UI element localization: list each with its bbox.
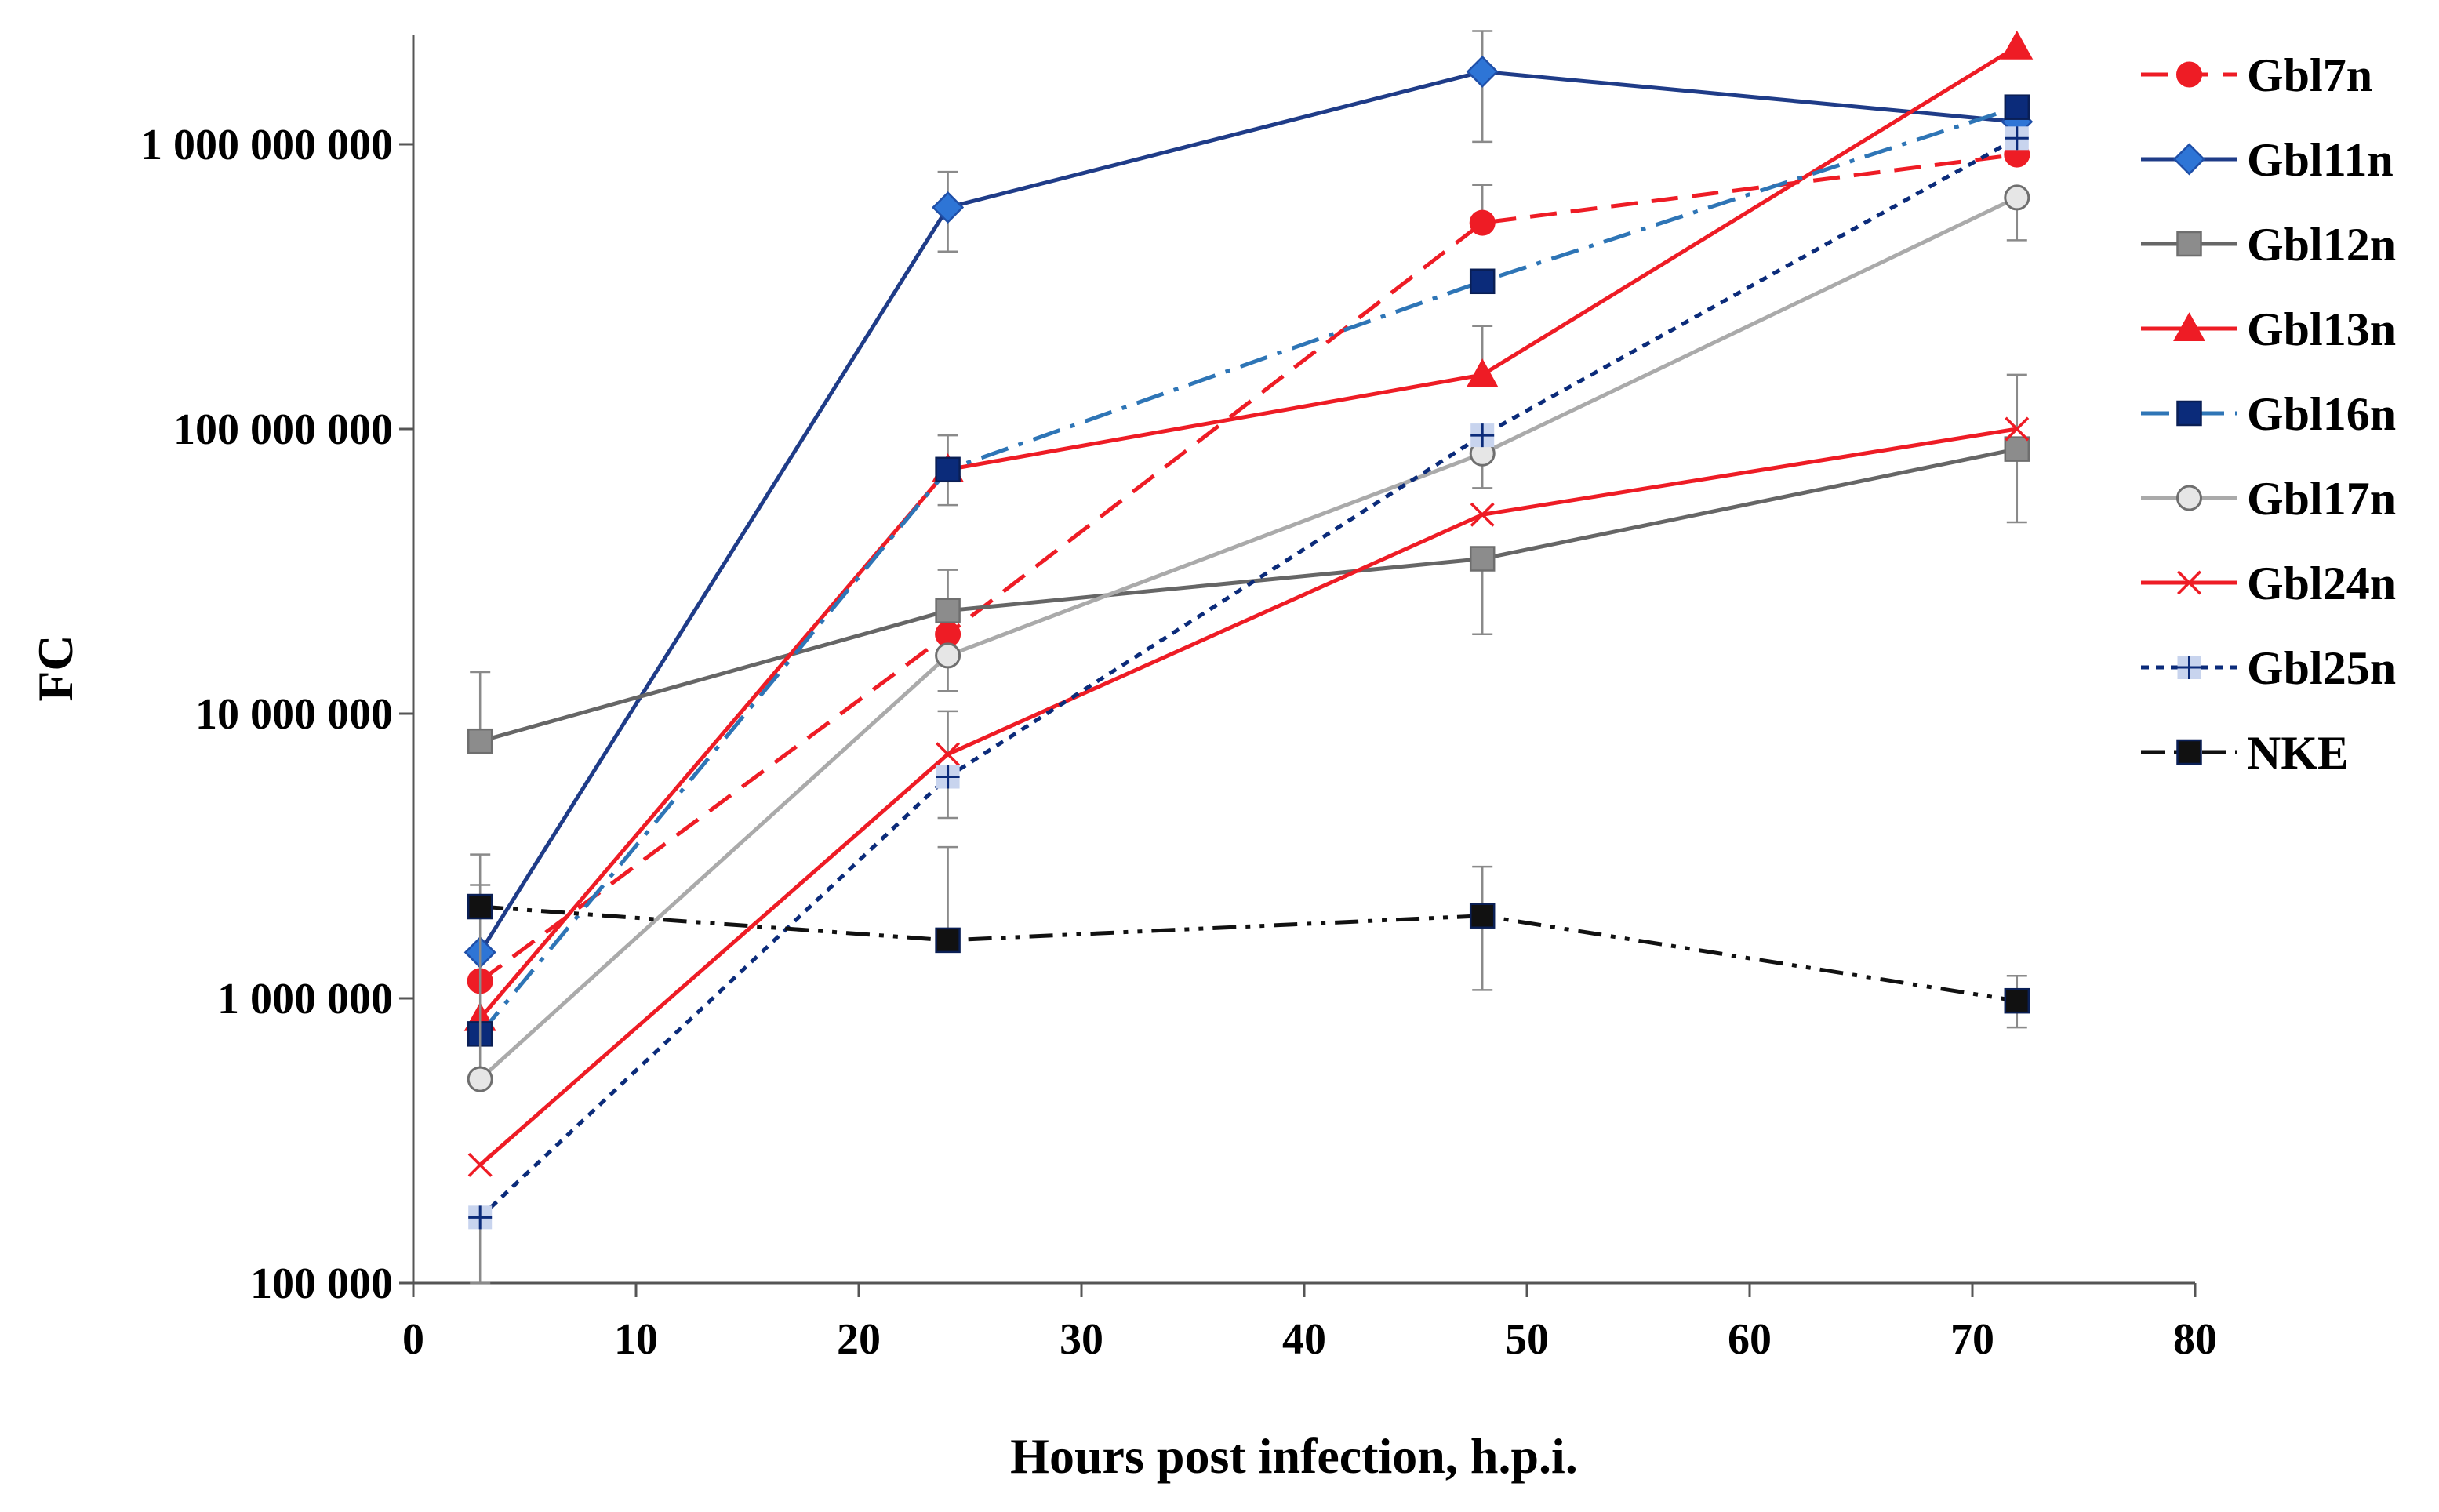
data-point-nke: [935, 927, 961, 954]
data-point-gbl12n: [467, 728, 493, 754]
marker-cross: [936, 765, 960, 789]
data-point-gbl13n: [1466, 358, 1499, 387]
legend-marker-gbl24n: [2177, 570, 2201, 595]
legend-label-gbl24n: Gbl24n: [2247, 558, 2396, 609]
series-line-gbl11n: [478, 69, 2018, 954]
legend-label-gbl17n: Gbl17n: [2247, 473, 2396, 525]
legend-label-nke: NKE: [2247, 727, 2349, 779]
legend-label-gbl12n: Gbl12n: [2247, 219, 2396, 271]
data-point-gbl25n: [1470, 423, 1495, 448]
data-point-gbl24n: [1470, 502, 1495, 527]
data-point-gbl16n: [935, 456, 961, 483]
series-gbl24n: [467, 373, 2030, 1177]
y-tick-label: 1 000 000: [217, 975, 393, 1023]
data-point-gbl16n: [1469, 268, 1496, 295]
data-point-gbl12n: [935, 598, 961, 623]
legend-entry-gbl24n: Gbl24n: [2141, 558, 2396, 609]
series-gbl12n: [467, 436, 2030, 754]
legend-entry-gbl16n: Gbl16n: [2141, 388, 2396, 440]
data-point-gbl25n: [2005, 126, 2029, 151]
legend-marker-gbl12n: [2176, 231, 2202, 257]
data-point-gbl17n: [935, 642, 961, 669]
series-gbl17n: [467, 184, 2030, 1092]
series-gbl25n: [468, 126, 2029, 1285]
data-point-gbl7n: [1469, 209, 1496, 236]
y-tick-label: 100 000: [250, 1259, 393, 1308]
legend-entry-nke: NKE: [2141, 727, 2349, 779]
legend-marker-gbl11n: [2172, 143, 2206, 176]
data-point-gbl24n: [2005, 416, 2030, 442]
legend-marker-gbl16n: [2176, 400, 2202, 427]
data-point-gbl25n: [936, 765, 960, 789]
legend-marker-gbl17n: [2176, 485, 2202, 511]
marker-cross: [468, 1205, 493, 1230]
y-axis-title: FC: [27, 634, 83, 701]
series-nke: [467, 845, 2030, 1029]
data-point-gbl17n: [2004, 184, 2030, 211]
legend-entry-gbl7n: Gbl7n: [2141, 49, 2372, 101]
legend-marker-gbl7n: [2176, 61, 2202, 88]
x-tick-label: 60: [1728, 1315, 1772, 1364]
data-point-gbl16n: [2004, 94, 2030, 120]
series-layer: [463, 30, 2034, 1285]
x-tick-label: 10: [614, 1315, 658, 1364]
y-tick-label: 100 000 000: [173, 405, 393, 454]
legend-label-gbl13n: Gbl13n: [2247, 303, 2396, 355]
series-line-gbl25n: [478, 136, 2019, 1219]
data-point-nke: [1469, 903, 1496, 929]
series-line-gbl16n: [478, 105, 2018, 1035]
data-point-nke: [467, 893, 493, 920]
x-tick-label: 80: [2173, 1315, 2217, 1364]
data-point-gbl11n: [932, 191, 965, 224]
legend-label-gbl11n: Gbl11n: [2247, 134, 2394, 186]
legend-entry-gbl25n: Gbl25n: [2141, 642, 2396, 694]
series-gbl16n: [467, 94, 2030, 1047]
data-point-gbl25n: [468, 1205, 493, 1230]
y-tick-label: 10 000 000: [195, 690, 393, 739]
data-point-gbl12n: [2004, 436, 2030, 462]
marker-cross: [2005, 126, 2029, 151]
data-point-gbl13n: [2001, 30, 2034, 60]
y-tick-label: 1 000 000 000: [140, 121, 393, 169]
data-point-gbl12n: [1469, 546, 1496, 572]
legend-entry-gbl12n: Gbl12n: [2141, 219, 2396, 271]
marker-cross: [2177, 656, 2201, 679]
legend-label-gbl7n: Gbl7n: [2247, 49, 2372, 101]
data-point-gbl24n: [936, 742, 961, 767]
series-line-gbl24n: [478, 427, 2018, 1167]
x-tick-label: 20: [837, 1315, 881, 1364]
x-tick-label: 0: [402, 1315, 424, 1364]
series-line-gbl13n: [478, 45, 2019, 1020]
legend: Gbl7n Gbl11n Gbl12n Gbl13n Gbl16n Gbl17n Gbl24…: [2141, 49, 2396, 779]
series-line-gbl17n: [478, 195, 2018, 1081]
data-point-gbl17n: [467, 1066, 493, 1092]
legend-entry-gbl13n: Gbl13n: [2141, 303, 2396, 355]
legend-entry-gbl17n: Gbl17n: [2141, 473, 2396, 525]
axes-layer: 0 10 20 30 40 50 60 70 80 100 000 1 000 000 10 000 …: [140, 35, 2217, 1364]
legend-label-gbl25n: Gbl25n: [2247, 642, 2396, 694]
x-axis-title: Hours post infection, h.p.i.: [1010, 1428, 1578, 1484]
marker-cross: [1470, 423, 1495, 448]
legend-marker-gbl13n: [2173, 312, 2205, 341]
x-tick-label: 30: [1060, 1315, 1103, 1364]
legend-label-gbl16n: Gbl16n: [2247, 388, 2396, 440]
data-point-gbl11n: [1466, 55, 1499, 88]
data-point-nke: [2004, 987, 2030, 1014]
series-gbl7n: [467, 141, 2030, 994]
series-line-gbl7n: [478, 152, 2018, 983]
series-gbl11n: [463, 30, 2034, 969]
legend-entry-gbl11n: Gbl11n: [2141, 134, 2394, 186]
x-tick-label: 70: [1950, 1315, 1994, 1364]
data-point-gbl24n: [467, 1152, 493, 1177]
data-point-gbl7n: [935, 621, 961, 648]
legend-marker-gbl25n: [2177, 656, 2201, 679]
series-line-nke: [480, 904, 2018, 1003]
x-tick-label: 40: [1282, 1315, 1326, 1364]
series-line-gbl12n: [479, 447, 2018, 743]
x-tick-label: 50: [1505, 1315, 1549, 1364]
legend-marker-nke: [2176, 739, 2202, 765]
